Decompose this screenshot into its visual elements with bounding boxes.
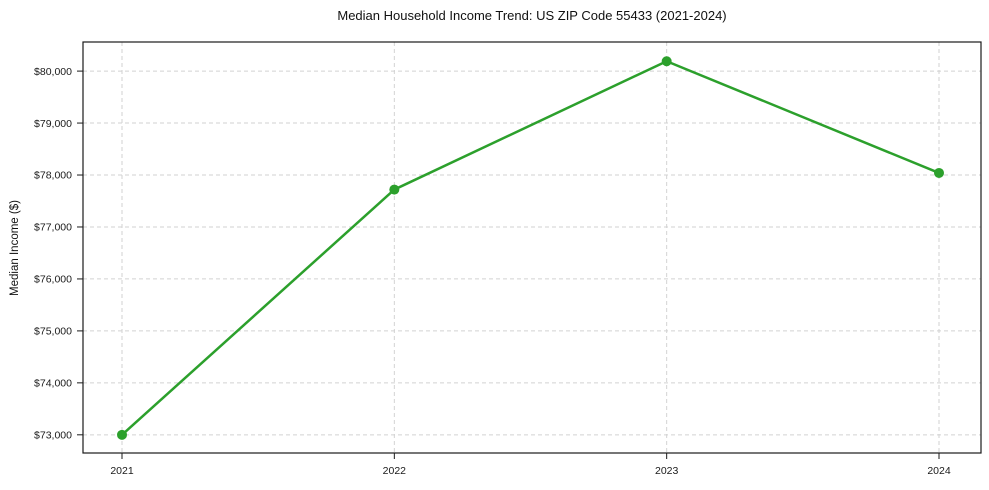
data-point [117,429,127,440]
plot-border [82,41,982,454]
y-tick-label: $75,000 [34,326,72,338]
x-tick-label: 2021 [110,465,134,477]
y-tick-label: $73,000 [34,430,72,442]
x-tick-label: 2022 [383,465,407,477]
y-tick-label: $77,000 [34,222,72,234]
x-tick-label: 2024 [927,465,951,477]
y-tick-label: $74,000 [34,378,72,390]
y-axis-label: Median Income ($) [9,200,21,296]
y-tick-label: $76,000 [34,274,72,286]
data-point [661,56,672,67]
y-tick-label: $78,000 [34,170,72,182]
data-point [934,167,944,178]
data-point [389,184,400,195]
y-tick-label: $79,000 [34,118,72,130]
y-tick-label: $80,000 [34,66,72,78]
chart-title: Median Household Income Trend: US ZIP Co… [337,8,727,23]
x-tick-label: 2023 [655,465,679,477]
trend-line [120,59,941,437]
